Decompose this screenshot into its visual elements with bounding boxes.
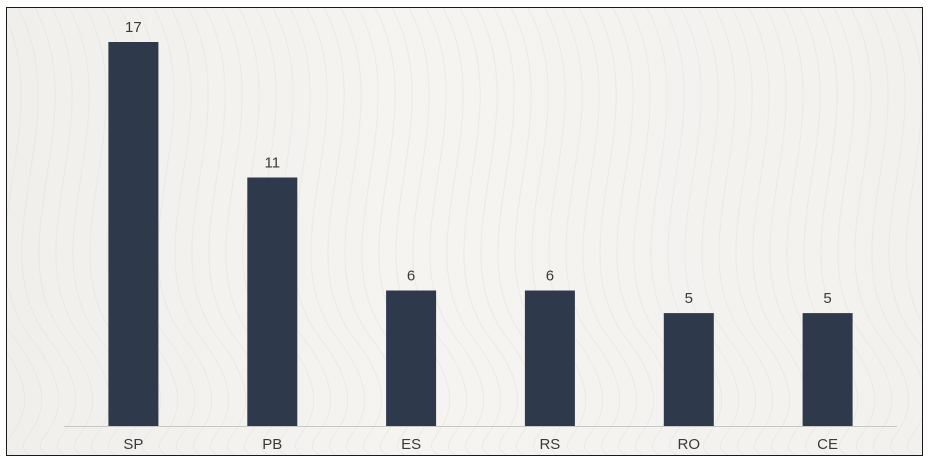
bar-chart: 17 11 6 6 5 5 SP PB ES RS RO CE bbox=[7, 8, 922, 455]
bar-pb bbox=[247, 177, 298, 426]
texture-line bbox=[442, 8, 502, 455]
value-label-sp: 17 bbox=[125, 19, 142, 36]
value-label-ro: 5 bbox=[685, 290, 693, 307]
texture-line bbox=[7, 326, 43, 455]
texture-line bbox=[850, 8, 910, 455]
texture-line bbox=[187, 8, 247, 455]
texture-line bbox=[7, 351, 26, 455]
texture-line bbox=[782, 8, 842, 455]
texture-line bbox=[731, 8, 791, 455]
bars-group bbox=[108, 42, 853, 426]
chart-frame: 17 11 6 6 5 5 SP PB ES RS RO CE bbox=[6, 7, 923, 456]
texture-line bbox=[612, 8, 672, 455]
texture-line bbox=[340, 8, 400, 455]
texture-line bbox=[68, 8, 128, 455]
texture-line bbox=[170, 8, 230, 455]
x-tick-label-ro: RO bbox=[678, 436, 701, 453]
texture-line bbox=[306, 8, 366, 455]
texture-line bbox=[748, 8, 808, 455]
value-label-pb: 11 bbox=[265, 155, 281, 172]
x-tick-label-es: ES bbox=[401, 436, 421, 453]
texture-line bbox=[17, 8, 77, 455]
texture-line bbox=[884, 8, 922, 349]
texture-line bbox=[867, 8, 922, 455]
texture-line bbox=[221, 8, 281, 455]
value-labels-group: 17 11 6 6 5 5 bbox=[125, 19, 832, 307]
texture-line bbox=[476, 8, 536, 455]
bar-ro bbox=[663, 313, 714, 426]
texture-line bbox=[204, 8, 264, 455]
texture-line bbox=[629, 8, 689, 455]
texture-line bbox=[459, 8, 519, 455]
texture-line bbox=[578, 8, 638, 455]
value-label-es: 6 bbox=[407, 268, 415, 285]
texture-line bbox=[493, 8, 553, 455]
texture-line bbox=[289, 8, 349, 455]
value-label-rs: 6 bbox=[546, 268, 554, 285]
texture-line bbox=[51, 8, 111, 455]
texture-line bbox=[595, 8, 655, 455]
texture-line bbox=[7, 19, 60, 455]
texture-line bbox=[901, 8, 922, 324]
x-tick-label-ce: CE bbox=[817, 436, 838, 453]
bar-sp bbox=[108, 42, 159, 426]
x-tick-label-pb: PB bbox=[262, 436, 282, 453]
texture-line bbox=[765, 8, 825, 455]
texture-line bbox=[561, 8, 621, 455]
bar-ce bbox=[802, 313, 853, 426]
texture-line bbox=[85, 8, 145, 455]
texture-line bbox=[153, 8, 213, 455]
x-tick-label-rs: RS bbox=[539, 436, 560, 453]
texture-line bbox=[714, 8, 774, 455]
value-label-ce: 5 bbox=[823, 290, 831, 307]
texture-line bbox=[323, 8, 383, 455]
texture-line bbox=[425, 8, 485, 455]
tick-labels-group: SP PB ES RS RO CE bbox=[123, 436, 838, 453]
x-tick-label-sp: SP bbox=[123, 436, 143, 453]
texture-line bbox=[357, 8, 417, 455]
bar-rs bbox=[524, 290, 575, 426]
texture-line bbox=[697, 8, 757, 455]
bar-es bbox=[386, 290, 437, 426]
texture-line bbox=[34, 8, 94, 455]
